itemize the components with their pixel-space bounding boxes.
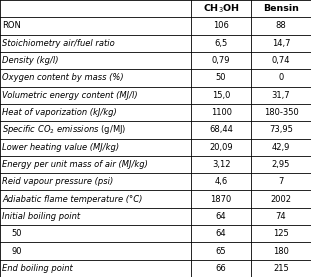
Text: 50: 50 [216,73,226,82]
Text: End boiling point: End boiling point [2,264,73,273]
Text: 106: 106 [213,22,229,30]
Text: 20,09: 20,09 [209,143,233,152]
Text: 180: 180 [273,247,289,255]
Text: 74: 74 [276,212,286,221]
Text: 0,79: 0,79 [212,56,230,65]
Text: Initial boiling point: Initial boiling point [2,212,81,221]
Text: Lower heating value (MJ/kg): Lower heating value (MJ/kg) [2,143,120,152]
Text: 14,7: 14,7 [272,39,290,48]
Text: RON: RON [2,22,21,30]
Text: CH$_3$OH: CH$_3$OH [203,2,239,15]
Text: 215: 215 [273,264,289,273]
Text: Reid vapour pressure (psi): Reid vapour pressure (psi) [2,177,114,186]
Text: 64: 64 [216,212,226,221]
Text: 42,9: 42,9 [272,143,290,152]
Text: 90: 90 [12,247,22,255]
Text: 68,44: 68,44 [209,125,233,134]
Text: 6,5: 6,5 [215,39,228,48]
Text: Density (kg/l): Density (kg/l) [2,56,59,65]
Text: 64: 64 [216,229,226,238]
Text: 2,95: 2,95 [272,160,290,169]
Text: Volumetric energy content (MJ/l): Volumetric energy content (MJ/l) [2,91,138,100]
Text: $\it{Specific\ CO_2\ emissions}$ (g/MJ): $\it{Specific\ CO_2\ emissions}$ (g/MJ) [2,123,127,136]
Text: 73,95: 73,95 [269,125,293,134]
Text: 1870: 1870 [211,195,232,204]
Text: 180-350: 180-350 [264,108,298,117]
Text: 1100: 1100 [211,108,232,117]
Text: 15,0: 15,0 [212,91,230,100]
Text: Oxygen content by mass (%): Oxygen content by mass (%) [2,73,124,82]
Text: 65: 65 [216,247,226,255]
Text: 88: 88 [276,22,286,30]
Text: Energy per unit mass of air (MJ/kg): Energy per unit mass of air (MJ/kg) [2,160,148,169]
Text: 125: 125 [273,229,289,238]
Text: 0: 0 [278,73,284,82]
Text: 66: 66 [216,264,226,273]
Text: 0,74: 0,74 [272,56,290,65]
Text: Adiabatic flame temperature (°C): Adiabatic flame temperature (°C) [2,195,143,204]
Text: 2002: 2002 [271,195,291,204]
Text: Heat of vaporization (kJ/kg): Heat of vaporization (kJ/kg) [2,108,117,117]
Text: 4,6: 4,6 [215,177,228,186]
Text: 50: 50 [12,229,22,238]
Text: 3,12: 3,12 [212,160,230,169]
Text: Bensin: Bensin [263,4,299,13]
Text: 7: 7 [278,177,284,186]
Text: Stoichiometry air/fuel ratio: Stoichiometry air/fuel ratio [2,39,115,48]
Text: 31,7: 31,7 [272,91,290,100]
